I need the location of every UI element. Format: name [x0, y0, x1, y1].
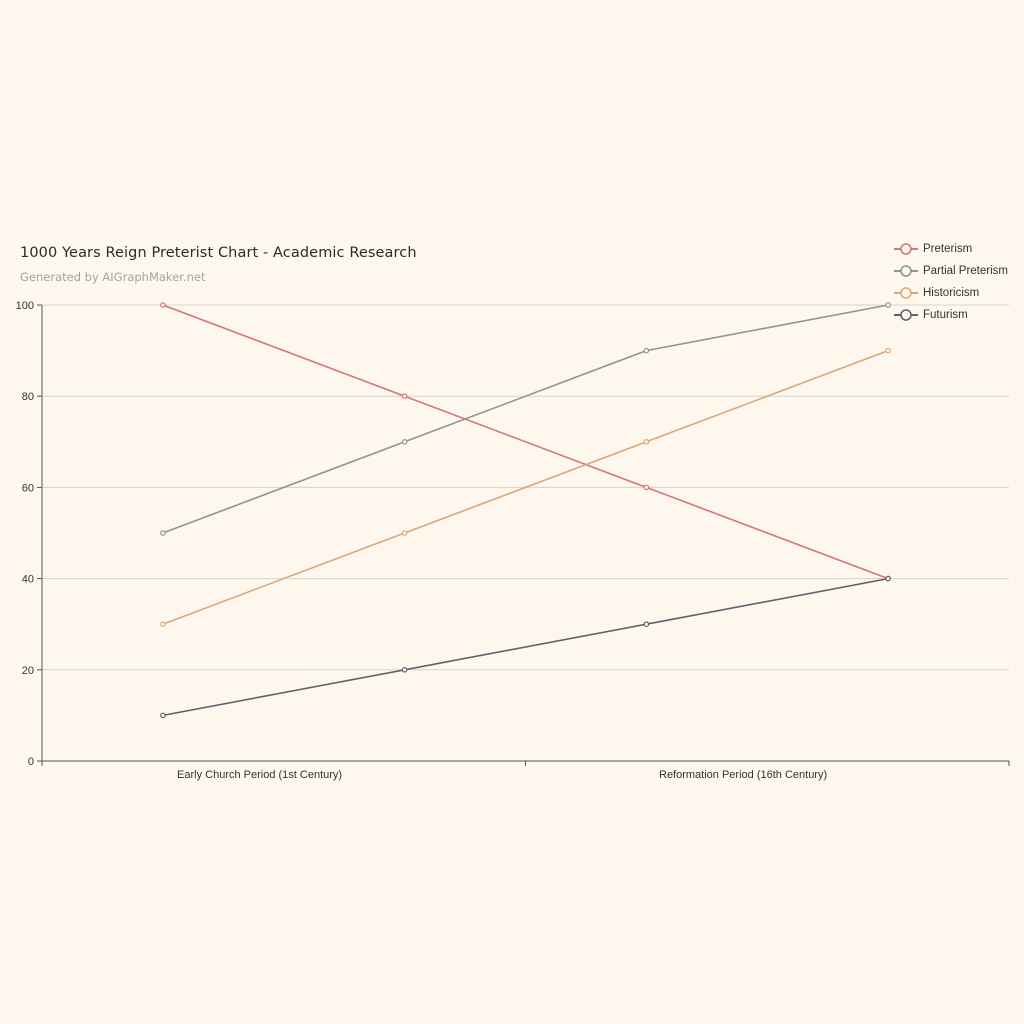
y-tick-label: 0	[28, 756, 34, 768]
y-tick-label: 40	[22, 574, 34, 586]
legend-marker-icon	[894, 309, 918, 321]
legend-marker-icon	[894, 243, 918, 255]
data-point[interactable]	[160, 712, 166, 719]
data-point[interactable]	[401, 438, 408, 445]
legend-label: Preterism	[923, 243, 973, 255]
legend-label: Historicism	[923, 287, 980, 299]
series-line-preterism	[162, 304, 889, 580]
x-tick-label: Reformation Period (16th Century)	[659, 769, 827, 781]
chart-title: 1000 Years Reign Preterist Chart - Acade…	[20, 245, 417, 261]
y-tick-label: 60	[22, 482, 34, 494]
legend-marker-icon	[894, 287, 918, 299]
data-point[interactable]	[643, 484, 650, 491]
data-point[interactable]	[885, 347, 891, 354]
data-point[interactable]	[401, 393, 408, 400]
data-point[interactable]	[643, 621, 650, 628]
legend: Preterism Partial Preterism Historicism Fut…	[894, 238, 1008, 326]
data-point[interactable]	[885, 575, 891, 582]
chart-subtitle: Generated by AIGraphMaker.net	[20, 270, 206, 284]
legend-label: Partial Preterism	[923, 265, 1008, 277]
series-line-futurism	[162, 577, 889, 717]
legend-item-historicism[interactable]: Historicism	[894, 282, 1008, 304]
legend-item-futurism[interactable]: Futurism	[894, 304, 1008, 326]
legend-item-partial-preterism[interactable]: Partial Preterism	[894, 260, 1008, 282]
data-point[interactable]	[160, 530, 166, 536]
axes: 0 20 40 60 80 100 Early Church Period (1st Cen…	[16, 300, 1010, 781]
data-point[interactable]	[160, 302, 166, 308]
data-point[interactable]	[643, 347, 650, 354]
data-point[interactable]	[160, 621, 166, 628]
y-tick-label: 20	[22, 665, 34, 677]
data-point[interactable]	[643, 438, 650, 445]
y-tick-label: 80	[22, 391, 34, 403]
data-point[interactable]	[401, 666, 408, 673]
y-tick-label: 100	[16, 300, 34, 312]
series-line-partial-preterism	[162, 304, 889, 534]
legend-item-preterism[interactable]: Preterism	[894, 238, 1008, 260]
data-point[interactable]	[885, 302, 891, 308]
data-point[interactable]	[401, 530, 408, 536]
legend-marker-icon	[894, 265, 918, 277]
series-line-historicism	[162, 349, 889, 625]
series-lines	[160, 302, 891, 719]
legend-label: Futurism	[923, 309, 968, 321]
x-tick-label: Early Church Period (1st Century)	[177, 769, 342, 781]
